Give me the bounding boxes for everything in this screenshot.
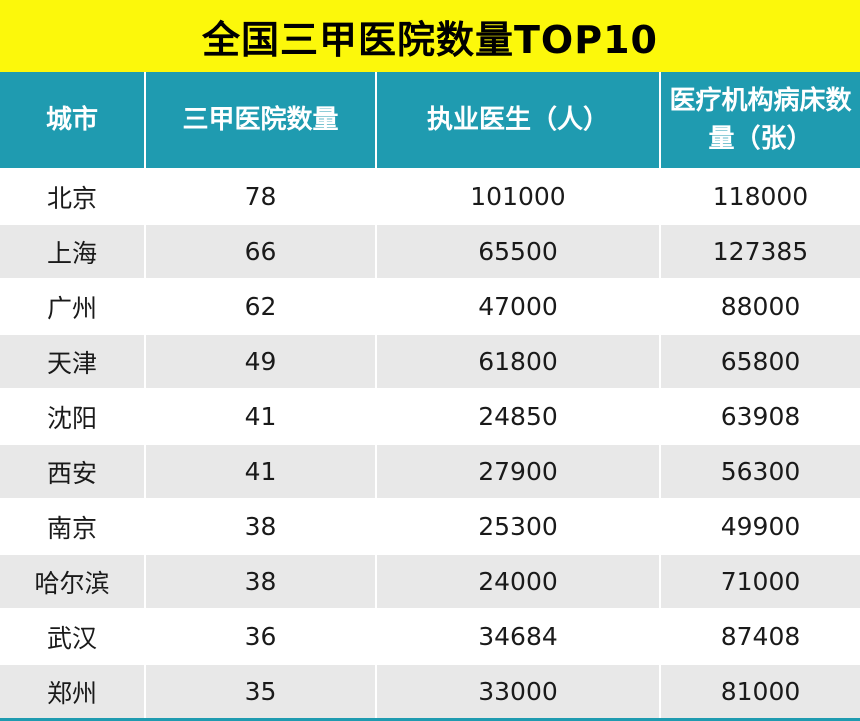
cell-beds: 65800 bbox=[660, 334, 860, 390]
table-row: 哈尔滨 38 24000 71000 bbox=[0, 554, 860, 610]
cell-beds: 87408 bbox=[660, 609, 860, 665]
cell-doctors: 25300 bbox=[376, 499, 661, 555]
cell-beds: 127385 bbox=[660, 224, 860, 280]
cell-beds: 63908 bbox=[660, 389, 860, 445]
cell-doctors: 27900 bbox=[376, 444, 661, 500]
cell-doctors: 61800 bbox=[376, 334, 661, 390]
header-beds: 医疗机构病床数量（张） bbox=[660, 72, 860, 170]
table-title: 全国三甲医院数量TOP10 bbox=[0, 0, 860, 72]
cell-hospital-count: 35 bbox=[145, 664, 377, 721]
cell-doctors: 33000 bbox=[376, 664, 661, 721]
cell-doctors: 47000 bbox=[376, 279, 661, 335]
table-row: 西安 41 27900 56300 bbox=[0, 444, 860, 500]
table-row: 北京 78 101000 118000 bbox=[0, 169, 860, 225]
cell-doctors: 24850 bbox=[376, 389, 661, 445]
hospital-table: 城市 三甲医院数量 执业医生（人） 医疗机构病床数量（张） 北京 78 101000… bbox=[0, 72, 860, 721]
cell-city: 广州 bbox=[0, 279, 146, 335]
cell-city: 沈阳 bbox=[0, 389, 146, 445]
cell-city: 上海 bbox=[0, 224, 146, 280]
table-row: 沈阳 41 24850 63908 bbox=[0, 389, 860, 445]
cell-city: 北京 bbox=[0, 169, 146, 225]
cell-hospital-count: 49 bbox=[145, 334, 377, 390]
table-row: 郑州 35 33000 81000 bbox=[0, 664, 860, 721]
cell-hospital-count: 66 bbox=[145, 224, 377, 280]
cell-hospital-count: 36 bbox=[145, 609, 377, 665]
cell-hospital-count: 41 bbox=[145, 389, 377, 445]
header-hospital-count: 三甲医院数量 bbox=[145, 72, 377, 170]
cell-beds: 81000 bbox=[660, 664, 860, 721]
cell-doctors: 24000 bbox=[376, 554, 661, 610]
cell-beds: 118000 bbox=[660, 169, 860, 225]
cell-hospital-count: 62 bbox=[145, 279, 377, 335]
cell-beds: 71000 bbox=[660, 554, 860, 610]
cell-hospital-count: 78 bbox=[145, 169, 377, 225]
cell-beds: 88000 bbox=[660, 279, 860, 335]
cell-city: 哈尔滨 bbox=[0, 554, 146, 610]
cell-hospital-count: 38 bbox=[145, 554, 377, 610]
cell-city: 郑州 bbox=[0, 664, 146, 721]
header-row: 城市 三甲医院数量 执业医生（人） 医疗机构病床数量（张） bbox=[0, 72, 860, 170]
cell-beds: 56300 bbox=[660, 444, 860, 500]
cell-beds: 49900 bbox=[660, 499, 860, 555]
table-row: 南京 38 25300 49900 bbox=[0, 499, 860, 555]
cell-hospital-count: 41 bbox=[145, 444, 377, 500]
table-row: 天津 49 61800 65800 bbox=[0, 334, 860, 390]
table-body: 北京 78 101000 118000 上海 66 65500 127385 广州 62 47000… bbox=[0, 169, 860, 721]
cell-city: 武汉 bbox=[0, 609, 146, 665]
cell-doctors: 65500 bbox=[376, 224, 661, 280]
cell-city: 西安 bbox=[0, 444, 146, 500]
cell-city: 天津 bbox=[0, 334, 146, 390]
table-row: 广州 62 47000 88000 bbox=[0, 279, 860, 335]
header-doctors: 执业医生（人） bbox=[376, 72, 661, 170]
cell-doctors: 101000 bbox=[376, 169, 661, 225]
cell-doctors: 34684 bbox=[376, 609, 661, 665]
cell-hospital-count: 38 bbox=[145, 499, 377, 555]
table-row: 武汉 36 34684 87408 bbox=[0, 609, 860, 665]
table-header: 城市 三甲医院数量 执业医生（人） 医疗机构病床数量（张） bbox=[0, 72, 860, 170]
header-city: 城市 bbox=[0, 72, 146, 170]
table-row: 上海 66 65500 127385 bbox=[0, 224, 860, 280]
cell-city: 南京 bbox=[0, 499, 146, 555]
